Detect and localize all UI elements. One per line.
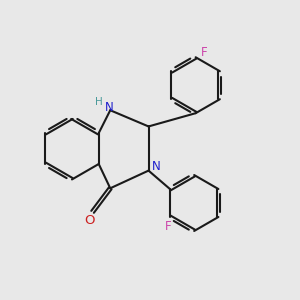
Text: N: N [104,101,113,114]
Text: N: N [152,160,160,173]
Text: H: H [95,97,103,107]
Text: F: F [201,46,207,59]
Text: O: O [84,214,95,226]
Text: F: F [165,220,172,233]
